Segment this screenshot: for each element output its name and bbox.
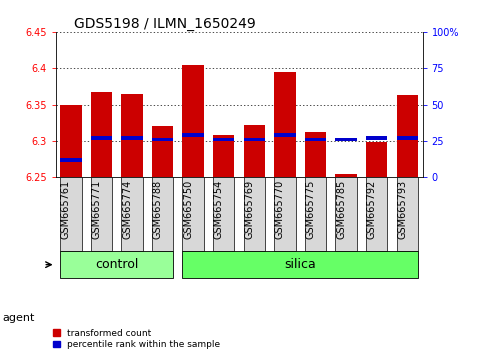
Bar [366,177,387,251]
Bar [91,136,112,140]
Text: GSM665788: GSM665788 [153,179,163,239]
Bar [335,175,357,177]
Bar [152,177,173,251]
Bar [305,177,327,251]
Bar [121,94,143,177]
Text: GSM665761: GSM665761 [61,179,71,239]
Bar [335,177,357,251]
Text: GSM665774: GSM665774 [122,179,132,239]
Bar [91,177,112,251]
Text: control: control [95,258,139,271]
Bar [183,177,204,251]
Bar [183,64,204,177]
Bar [244,138,265,141]
Bar [305,138,327,141]
Bar [397,177,418,251]
Text: GSM665769: GSM665769 [244,179,255,239]
Bar [60,105,82,177]
Text: silica: silica [284,258,316,271]
Bar [274,133,296,137]
Bar [183,251,418,278]
Text: GDS5198 / ILMN_1650249: GDS5198 / ILMN_1650249 [74,17,256,31]
Bar [305,132,327,177]
Text: GSM665792: GSM665792 [367,179,377,239]
Bar [274,72,296,177]
Bar [335,138,357,141]
Bar [213,135,235,177]
Bar [60,251,173,278]
Bar [274,177,296,251]
Bar [397,95,418,177]
Bar [213,138,235,141]
Text: GSM665750: GSM665750 [183,179,193,239]
Bar [366,136,387,140]
Bar [366,142,387,177]
Bar [152,138,173,141]
Text: GSM665775: GSM665775 [306,179,315,239]
Bar [244,177,265,251]
Text: agent: agent [2,313,35,322]
Bar [121,177,143,251]
Text: GSM665771: GSM665771 [91,179,101,239]
Bar [60,158,82,162]
Legend: transformed count, percentile rank within the sample: transformed count, percentile rank withi… [53,329,220,349]
Bar [152,126,173,177]
Bar [397,136,418,140]
Bar [121,136,143,140]
Bar [60,177,82,251]
Text: GSM665785: GSM665785 [336,179,346,239]
Text: GSM665793: GSM665793 [398,179,407,239]
Text: GSM665770: GSM665770 [275,179,285,239]
Bar [213,177,235,251]
Bar [244,125,265,177]
Text: GSM665754: GSM665754 [214,179,224,239]
Bar [183,133,204,137]
Bar [91,92,112,177]
